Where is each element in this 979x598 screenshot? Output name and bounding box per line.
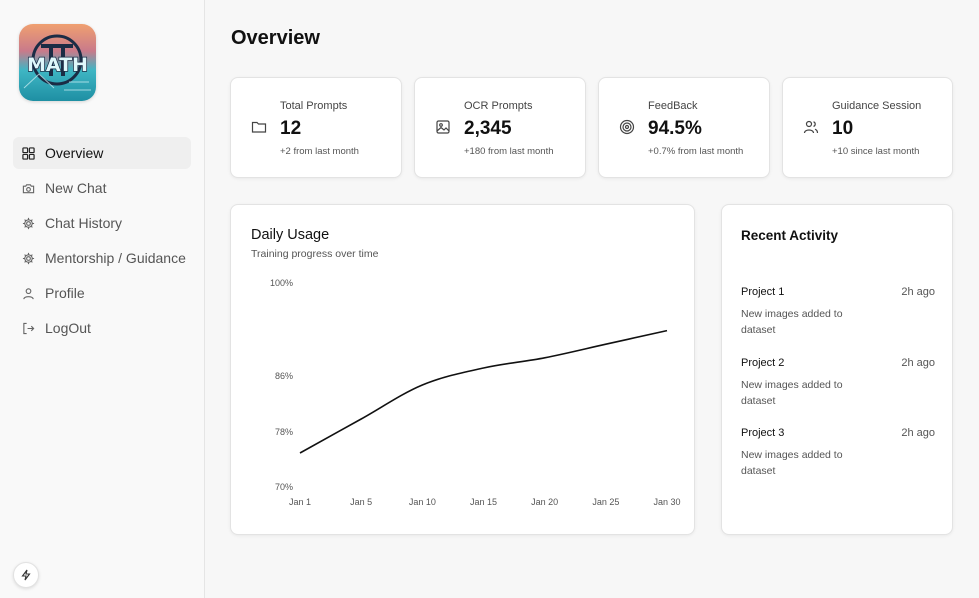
image-icon: [436, 120, 450, 134]
activity-project: Project 1: [741, 286, 785, 298]
y-tick-label: 70%: [275, 482, 293, 492]
sidebar-item-label: New Chat: [45, 180, 107, 196]
stat-label: FeedBack: [648, 100, 698, 112]
logout-icon: [23, 322, 35, 334]
sidebar-item-label: Profile: [45, 285, 85, 301]
stat-value: 10: [832, 118, 854, 139]
stat-card-guidance-session: Guidance Session 10 +10 since last month: [782, 77, 953, 178]
bolt-icon: [21, 569, 31, 581]
chart-title: Daily Usage: [251, 227, 330, 243]
sidebar-item-new-chat[interactable]: New Chat: [13, 172, 191, 204]
sidebar-item-label: Overview: [45, 145, 104, 161]
grid-icon: [22, 146, 35, 160]
sidebar-item-label: Chat History: [45, 215, 123, 231]
app-logo[interactable]: MATH: [19, 24, 96, 101]
daily-usage-card: Daily Usage Training progress over time …: [230, 204, 695, 535]
users-icon: [803, 120, 819, 134]
stat-card-total-prompts: Total Prompts 12 +2 from last month: [230, 77, 402, 178]
stat-label: OCR Prompts: [464, 100, 533, 112]
sidebar-item-label: LogOut: [45, 320, 91, 336]
sidebar-item-label: Mentorship / Guidance: [45, 250, 186, 266]
stat-change: +10 since last month: [832, 146, 920, 157]
stat-value: 94.5%: [648, 118, 702, 139]
stat-change: +0.7% from last month: [648, 146, 744, 157]
recent-activity-card: Recent Activity Project 1 2h ago New ima…: [721, 204, 953, 535]
stat-label: Guidance Session: [832, 100, 922, 112]
x-tick-label: Jan 1: [289, 497, 311, 507]
target-icon: [619, 119, 635, 135]
activity-project: Project 2: [741, 357, 785, 369]
sidebar-item-overview[interactable]: Overview: [13, 137, 191, 169]
x-tick-label: Jan 5: [350, 497, 372, 507]
activity-time: 2h ago: [901, 427, 935, 439]
quick-action-button[interactable]: [13, 562, 39, 588]
stat-card-ocr-prompts: OCR Prompts 2,345 +180 from last month: [414, 77, 586, 178]
x-tick-label: Jan 25: [592, 497, 619, 507]
x-tick-label: Jan 20: [531, 497, 558, 507]
sidebar-nav: Overview New Chat Chat History Mentorshi…: [13, 137, 191, 347]
logo-text: MATH: [27, 54, 88, 76]
sidebar-item-mentorship[interactable]: Mentorship / Guidance: [13, 242, 191, 274]
stat-value: 12: [280, 118, 302, 139]
stat-label: Total Prompts: [280, 100, 348, 112]
y-tick-label: 86%: [275, 371, 293, 381]
x-tick-label: Jan 30: [653, 497, 680, 507]
activity-time: 2h ago: [901, 286, 935, 298]
x-tick-label: Jan 15: [470, 497, 497, 507]
activity-desc: New images added to dataset: [741, 449, 843, 477]
activity-time: 2h ago: [901, 357, 935, 369]
activity-desc: New images added to dataset: [741, 379, 843, 407]
sidebar-item-chat-history[interactable]: Chat History: [13, 207, 191, 239]
page-title: Overview: [231, 27, 320, 49]
camera-icon: [22, 183, 35, 193]
chart-subtitle: Training progress over time: [251, 248, 379, 260]
gear-icon: [22, 217, 35, 229]
activity-title: Recent Activity: [741, 228, 839, 243]
folder-icon: [251, 121, 267, 133]
stat-change: +180 from last month: [464, 146, 554, 157]
x-tick-label: Jan 10: [409, 497, 436, 507]
y-tick-label: 78%: [275, 427, 293, 437]
user-icon: [23, 287, 34, 299]
stat-change: +2 from last month: [280, 146, 359, 157]
stat-card-feedback: FeedBack 94.5% +0.7% from last month: [598, 77, 770, 178]
sidebar-item-profile[interactable]: Profile: [13, 277, 191, 309]
daily-usage-chart: 100% 86% 78% 70% Jan 1 Jan 5 Jan 10 Jan 15 Jan 2…: [270, 278, 681, 507]
sidebar-item-logout[interactable]: LogOut: [13, 312, 191, 344]
activity-project: Project 3: [741, 427, 785, 439]
usage-series-line: [299, 329, 668, 454]
y-tick-label: 100%: [270, 278, 293, 288]
stat-value: 2,345: [464, 118, 512, 139]
math-logo-image: MATH: [19, 24, 96, 101]
gear-icon: [22, 252, 35, 264]
sidebar: MATH Overview New Chat Chat History: [0, 0, 205, 598]
activity-desc: New images added to dataset: [741, 308, 843, 336]
